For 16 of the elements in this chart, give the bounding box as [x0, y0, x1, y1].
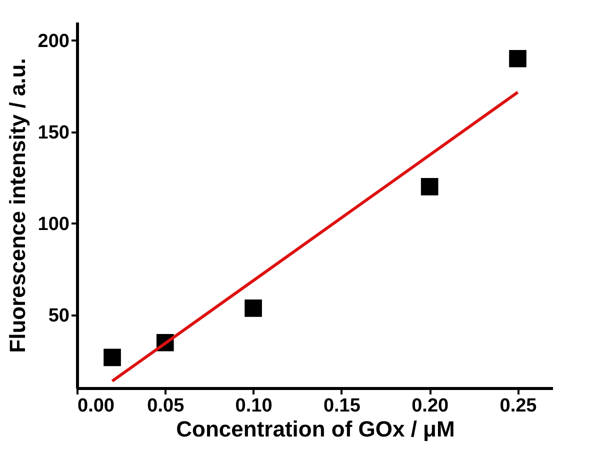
x-tick-label: 0.00 — [78, 396, 114, 416]
y-axis-title: Fluorescence intensity / a.u. — [4, 58, 30, 353]
point — [244, 300, 262, 317]
point — [420, 178, 438, 196]
x-tick-label: 0.05 — [147, 396, 185, 416]
point — [104, 348, 121, 366]
y-tick-label: 50 — [48, 305, 70, 326]
y-tick-label: 200 — [38, 30, 70, 52]
x-tick-label: 0.25 — [500, 396, 538, 416]
x-tick-label: 0.20 — [412, 396, 449, 416]
point — [509, 50, 526, 68]
x-tick-label: 0.10 — [235, 396, 272, 416]
x-tick-label: 0.15 — [323, 396, 361, 416]
y-tick-label: 150 — [38, 122, 70, 144]
x-axis-title: Concentration of GOx / μM — [176, 416, 455, 442]
y-tick-label: 100 — [38, 214, 70, 235]
